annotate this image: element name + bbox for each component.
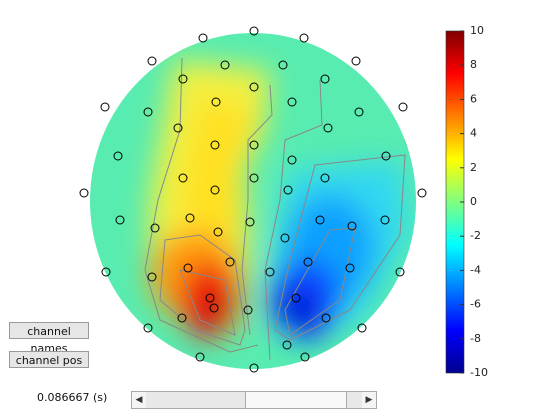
electrode: [115, 215, 125, 225]
electrode: [211, 97, 221, 107]
electrode: [417, 188, 427, 198]
electrode: [101, 267, 111, 277]
topo-map: [90, 33, 416, 369]
channel-pos-button[interactable]: channel pos: [9, 351, 89, 368]
time-label: 0.086667 (s): [37, 391, 108, 404]
colorbar-tick-label: 8: [470, 58, 477, 71]
electrode: [381, 151, 391, 161]
colorbar-tick-label: 2: [470, 161, 477, 174]
electrode: [351, 56, 361, 66]
electrode: [143, 323, 153, 333]
electrode: [249, 140, 259, 150]
electrode: [113, 151, 123, 161]
colorbar-tick-label: 6: [470, 92, 477, 105]
time-slider[interactable]: ◀ ▶: [131, 391, 377, 409]
electrode: [283, 185, 293, 195]
electrode: [395, 267, 405, 277]
electrode: [287, 155, 297, 165]
electrode: [347, 221, 357, 231]
electrode: [249, 363, 259, 373]
electrode: [287, 97, 297, 107]
colorbar-tick-label: -4: [470, 263, 481, 276]
electrode: [205, 293, 215, 303]
electrode: [209, 303, 219, 313]
electrode: [220, 60, 230, 70]
slider-left[interactable]: ◀: [132, 392, 146, 408]
electrode: [300, 352, 310, 362]
electrode: [323, 123, 333, 133]
electrode: [143, 107, 153, 117]
electrode: [173, 123, 183, 133]
electrode: [398, 102, 408, 112]
electrode: [265, 267, 275, 277]
colorbar-tick-label: 10: [470, 24, 484, 37]
electrode: [147, 56, 157, 66]
colorbar-tick-label: -6: [470, 298, 481, 311]
electrode: [79, 188, 89, 198]
electrode: [249, 26, 259, 36]
electrode: [315, 215, 325, 225]
colorbar-tick-label: -8: [470, 332, 481, 345]
electrode: [291, 293, 301, 303]
electrode: [380, 215, 390, 225]
electrode: [178, 173, 188, 183]
electrode: [320, 74, 330, 84]
electrode: [177, 313, 187, 323]
electrode: [210, 140, 220, 150]
colorbar-tick-label: 4: [470, 127, 477, 140]
electrode: [178, 74, 188, 84]
electrode: [195, 352, 205, 362]
electrode: [299, 33, 309, 43]
electrode: [354, 107, 364, 117]
electrode: [147, 272, 157, 282]
electrode: [213, 227, 223, 237]
colorbar-tick-label: -2: [470, 229, 481, 242]
electrode: [183, 263, 193, 273]
electrode: [282, 340, 292, 350]
electrode: [245, 217, 255, 227]
electrode: [321, 313, 331, 323]
electrode: [198, 33, 208, 43]
electrode: [345, 263, 355, 273]
slider-right[interactable]: ▶: [362, 392, 376, 408]
electrode: [150, 223, 160, 233]
electrode: [249, 173, 259, 183]
electrode: [249, 82, 259, 92]
slider-thumb[interactable]: [245, 392, 347, 408]
electrode: [210, 185, 220, 195]
electrode: [278, 60, 288, 70]
colorbar-tick-label: 0: [470, 195, 477, 208]
electrode: [100, 102, 110, 112]
electrode: [225, 257, 235, 267]
electrode: [185, 213, 195, 223]
channel-names-button[interactable]: channel names: [9, 322, 89, 355]
electrode: [303, 257, 313, 267]
electrode: [320, 173, 330, 183]
electrodes: [79, 26, 427, 373]
electrode: [243, 305, 253, 315]
colorbar-tick-label: -10: [470, 366, 488, 379]
electrode: [357, 323, 367, 333]
electrode: [280, 233, 290, 243]
